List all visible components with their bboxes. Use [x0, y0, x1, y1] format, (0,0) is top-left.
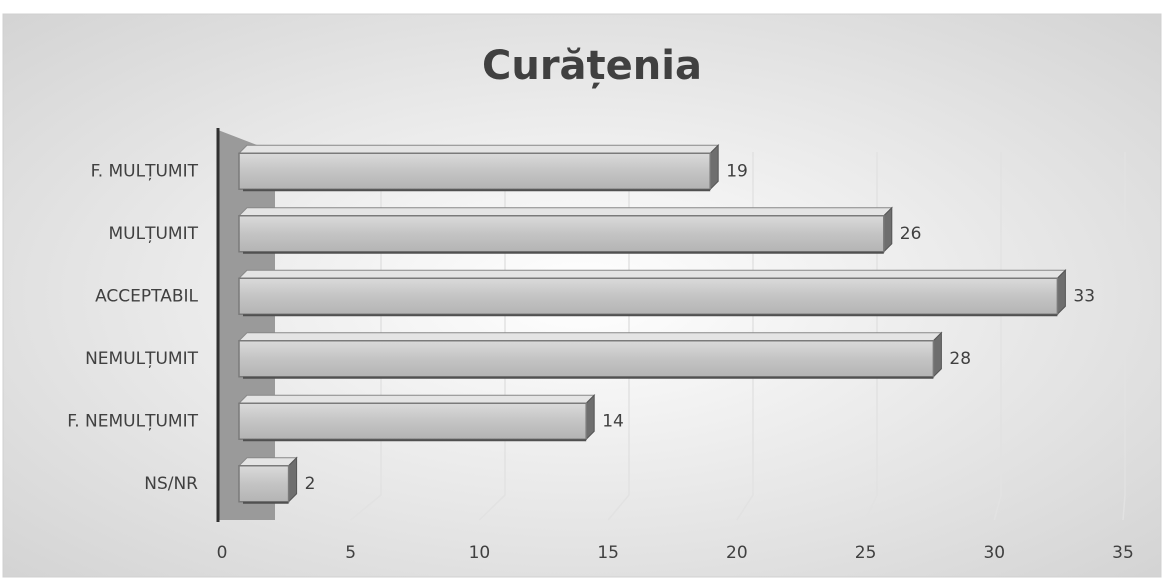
bar-side — [709, 144, 719, 191]
bar-side — [585, 394, 595, 441]
grid-line — [1122, 152, 1126, 521]
grid-line — [607, 152, 630, 521]
x-tick-label: 15 — [597, 543, 619, 563]
bar — [238, 465, 290, 503]
y-tick-label: MULȚUMIT — [109, 224, 199, 244]
bar-side — [932, 331, 942, 378]
bar-top — [237, 144, 720, 154]
data-label: 14 — [602, 411, 624, 431]
bar — [238, 152, 711, 190]
bar — [238, 340, 935, 378]
y-tick-label: F. NEMULȚUMIT — [67, 411, 198, 431]
x-tick-label: 35 — [1112, 543, 1134, 563]
x-tick-label: 25 — [855, 543, 877, 563]
bar — [238, 215, 885, 253]
x-tick-label: 10 — [469, 543, 491, 563]
bar-top — [237, 332, 943, 342]
data-label: 33 — [1073, 286, 1095, 306]
data-label: 28 — [949, 349, 971, 369]
chart-title: Curățenia — [482, 43, 702, 89]
bar-side — [883, 206, 893, 253]
y-tick-label: NEMULȚUMIT — [85, 349, 199, 369]
bar-top — [237, 457, 298, 467]
y-tick-label: F. MULȚUMIT — [91, 161, 199, 181]
bar-side — [1056, 269, 1066, 316]
grid-line — [993, 152, 1002, 521]
data-label: 26 — [900, 224, 922, 244]
grid-line — [736, 152, 754, 521]
grid-line — [350, 152, 382, 521]
x-tick-label: 30 — [983, 543, 1005, 563]
bar-top — [237, 394, 596, 404]
bar-top — [237, 269, 1067, 279]
y-tick-label: NS/NR — [144, 474, 198, 494]
x-tick-label: 0 — [217, 543, 228, 563]
y-tick-label: ACCEPTABIL — [95, 286, 198, 306]
bar — [238, 277, 1059, 315]
data-label: 19 — [726, 161, 748, 181]
bar-top — [237, 207, 894, 217]
x-tick-label: 20 — [726, 543, 748, 563]
grid-line — [864, 152, 878, 521]
bar-side — [288, 456, 298, 503]
bar — [238, 402, 587, 440]
x-tick-label: 5 — [345, 543, 356, 563]
grid-line — [478, 152, 506, 521]
data-label: 2 — [305, 474, 316, 494]
